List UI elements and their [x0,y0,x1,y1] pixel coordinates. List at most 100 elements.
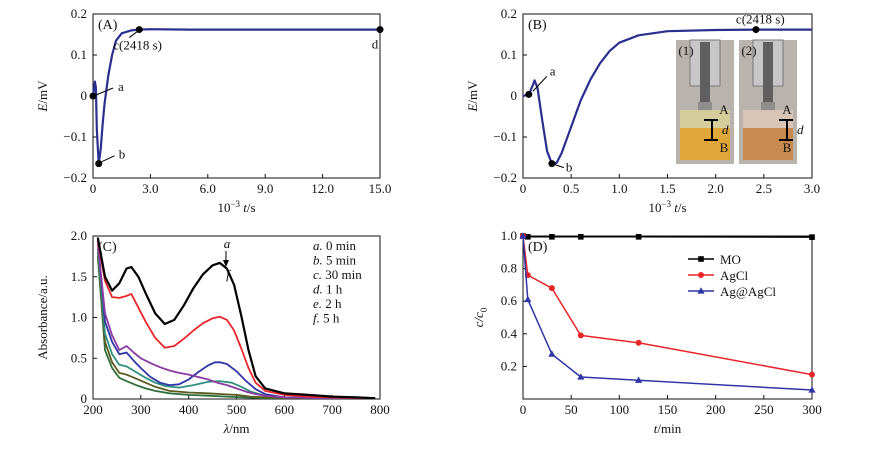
panel-label: (C) [98,240,117,255]
point-b-label: b [119,147,126,162]
x-tick-label: 9.0 [257,181,273,196]
panel-c-chart: 200 300 400 500 600 700 800 0 0.5 1.0 1.5 2.0 (C) λ/n… [35,228,390,436]
point-a-leader [95,87,114,96]
y-tick-label: 0.8 [501,261,517,276]
data-point-ag@agcl [524,295,532,303]
x-tick-label: 200 [706,402,726,417]
data-point-ag@agcl [577,373,585,380]
inset-mark-a: A [782,102,792,117]
point-a-marker [525,90,533,98]
inset-mark-a: A [719,102,729,117]
x-tick-label: 300 [802,402,822,417]
x-axis-label: 10−3 t/s [648,199,686,215]
beaker-upper-liquid [743,110,793,128]
legend-item: d. 1 h [313,282,343,297]
data-point-agcl [548,285,555,292]
y-tick-label: 0.1 [501,47,517,62]
point-c-label: c(2418 s) [113,38,162,53]
x-tick-label: 400 [179,402,199,417]
electrode-rod [700,42,710,102]
legend-marker [698,272,704,278]
x-tick-label: 0 [90,181,97,196]
data-point-mo [578,234,584,240]
legend-item: a. 0 min [313,238,356,253]
y-tick-label: 0.4 [501,326,518,341]
legend-marker [697,287,705,294]
spectrum-line-b [96,239,376,399]
y-tick-label: 2.0 [71,228,87,243]
x-tick-label: 6.0 [200,181,216,196]
x-tick-label: 1.0 [611,181,627,196]
x-tick-label: 600 [275,402,295,417]
electrode-rod [763,42,773,102]
legend-item: e. 2 h [313,296,342,311]
spectrum-line-f [96,252,376,399]
plot-frame [522,235,813,400]
point-a-leader [532,76,548,92]
x-tick-label: 150 [658,402,678,417]
data-point-mo [809,234,815,240]
data-point-ag@agcl [808,386,816,393]
y-axis-label: c/c0 [471,307,489,327]
series-line-e-t [522,28,812,165]
point-b-marker [95,160,103,168]
point-c-label: c(2418 s) [736,12,785,27]
x-tick-label: 12.0 [311,181,334,196]
x-tick-label: 300 [131,402,151,417]
x-tick-label: 50 [565,402,578,417]
panel-label: (A) [98,18,118,33]
y-tick-label: −0.1 [493,129,517,144]
y-tick-label: 0 [81,88,88,103]
beaker-lower-liquid [680,128,730,160]
panel-a-chart: 0 3.0 6.0 9.0 12.0 15.0 −0.2 −0.1 0 0.1 0.2 (A) 10−3… [35,6,391,215]
arrow-label-start: a [224,236,231,251]
y-tick-label: 0.6 [501,293,518,308]
x-tick-label: 500 [227,402,247,417]
x-axis-label: 10−3 t/s [217,199,255,215]
legend-label-mo: MO [720,252,741,267]
y-tick-label: 1.5 [71,269,87,284]
inset-photo-1: (1) A Bd [676,39,734,164]
data-point-agcl [635,339,642,346]
y-tick-label: 0.2 [501,6,517,21]
point-c-leader [128,31,138,38]
y-tick-label: 0.5 [71,350,87,365]
point-b-leader [101,155,115,163]
x-tick-label: 100 [610,402,630,417]
point-b-marker [548,160,556,168]
point-d-label: d [372,37,379,52]
panel-label: (D) [528,240,548,255]
spectrum-line-c [96,244,376,399]
panel-d-chart: 0 50 100 150 200 250 300 0.2 0.4 0.6 0.8 1.0 (D) t/mi… [471,228,822,436]
legend-item: f. 5 h [313,311,340,326]
data-point-mo [549,234,555,240]
series-line-ag@agcl [522,235,813,391]
x-tick-label: 1.5 [659,181,675,196]
x-tick-label: 800 [370,402,390,417]
point-b-label: b [566,160,573,175]
spectra-group [96,237,376,399]
panel-b-chart: 0 0.5 1.0 1.5 2.0 2.5 3.0 −0.2 −0.1 0 0.1 0.2 (B) 10−… [465,6,820,215]
y-tick-label: −0.2 [493,170,517,185]
beaker-lower-liquid [743,128,793,160]
y-tick-label: 0.2 [71,6,87,21]
legend-item: c. 30 min [313,267,362,282]
trend-arrow-head [222,260,229,267]
point-c-marker [135,26,143,34]
x-axis-label: t/min [654,421,682,436]
electrode-tip [698,102,712,112]
x-tick-label: 3.0 [142,181,158,196]
x-tick-label: 0 [520,402,527,417]
x-tick-label: 3.0 [804,181,820,196]
y-axis-label: E/mV [35,80,50,113]
legend-item: b. 5 min [313,253,356,268]
point-c-marker [752,26,760,34]
inset-mark-d: d [797,122,804,137]
arrow-label-end: f [226,267,232,282]
panel-label: (B) [528,18,547,33]
series-line-e-t [91,28,380,165]
x-tick-label: 200 [83,402,103,417]
data-point-mo [525,234,531,240]
inset-photo-label: (1) [678,43,693,58]
